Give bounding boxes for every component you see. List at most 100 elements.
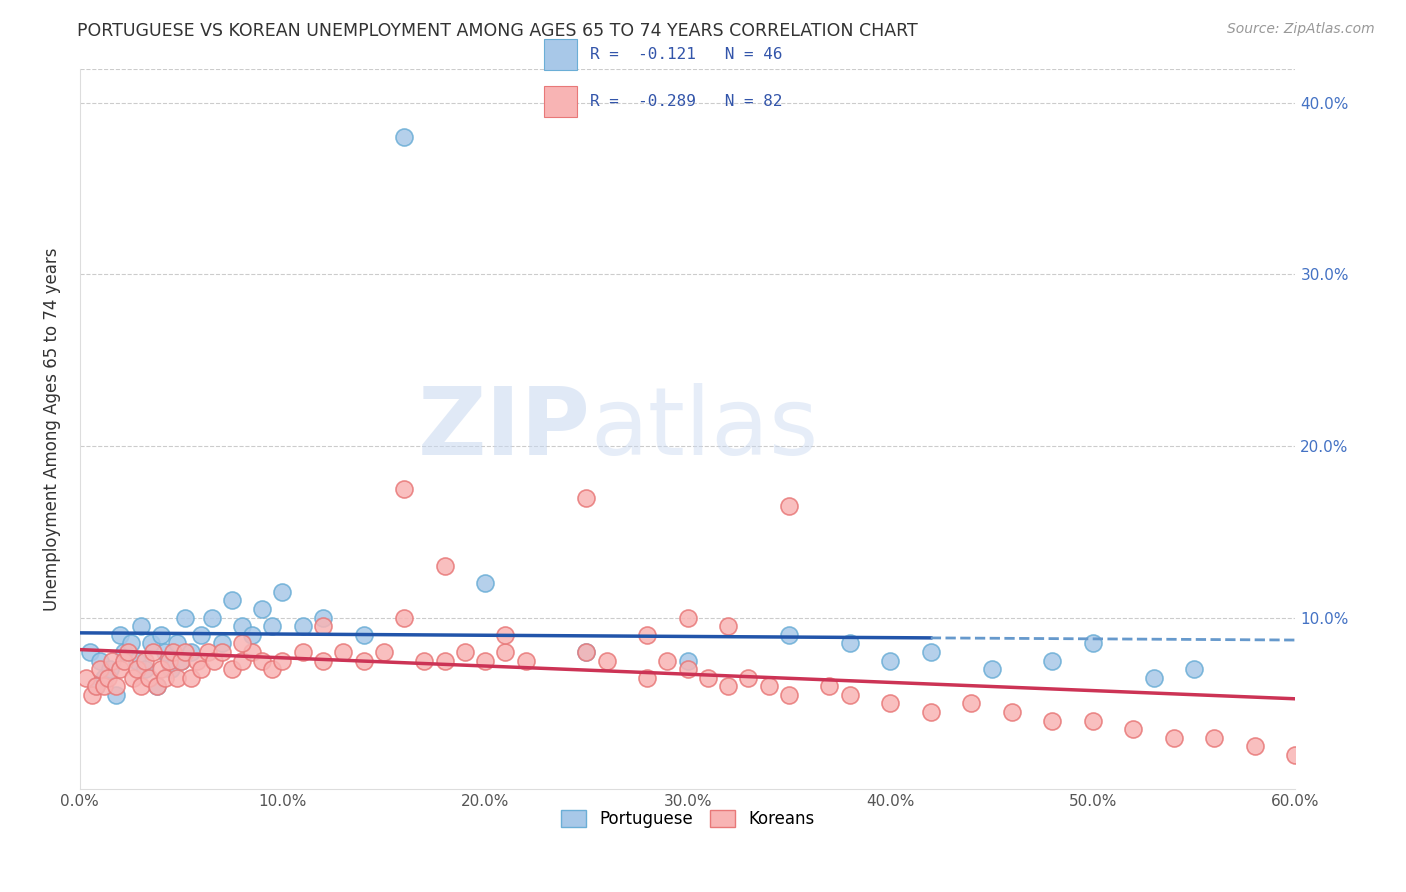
Text: R =  -0.289   N = 82: R = -0.289 N = 82 <box>591 95 783 109</box>
Point <box>114 653 136 667</box>
Point <box>129 679 152 693</box>
Point <box>121 671 143 685</box>
Point <box>312 619 335 633</box>
Point <box>125 662 148 676</box>
Point <box>494 628 516 642</box>
Point <box>114 645 136 659</box>
Point <box>474 576 496 591</box>
Point <box>190 662 212 676</box>
Point <box>454 645 477 659</box>
Point <box>271 585 294 599</box>
Point <box>98 662 121 676</box>
Point <box>84 679 107 693</box>
Point <box>676 653 699 667</box>
Point <box>240 645 263 659</box>
Point <box>717 619 740 633</box>
Point <box>332 645 354 659</box>
Point <box>312 653 335 667</box>
Point <box>240 628 263 642</box>
Point <box>879 653 901 667</box>
Point <box>1040 653 1063 667</box>
Point <box>1284 747 1306 762</box>
Point <box>657 653 679 667</box>
Text: PORTUGUESE VS KOREAN UNEMPLOYMENT AMONG AGES 65 TO 74 YEARS CORRELATION CHART: PORTUGUESE VS KOREAN UNEMPLOYMENT AMONG … <box>77 22 918 40</box>
Point <box>920 705 942 719</box>
Point <box>211 636 233 650</box>
Point <box>595 653 617 667</box>
Point <box>160 662 183 676</box>
Point <box>170 653 193 667</box>
Point <box>717 679 740 693</box>
Bar <box>544 39 578 70</box>
Point <box>149 662 172 676</box>
Point <box>202 653 225 667</box>
Point <box>105 688 128 702</box>
Text: ZIP: ZIP <box>418 383 591 475</box>
Point <box>174 645 197 659</box>
Point <box>1040 714 1063 728</box>
Point <box>186 653 208 667</box>
Point <box>166 636 188 650</box>
Y-axis label: Unemployment Among Ages 65 to 74 years: Unemployment Among Ages 65 to 74 years <box>44 247 60 611</box>
Point <box>291 619 314 633</box>
Point <box>142 645 165 659</box>
Point <box>180 645 202 659</box>
Point <box>80 688 103 702</box>
Point <box>575 645 598 659</box>
Point <box>818 679 841 693</box>
Point <box>838 636 860 650</box>
Point <box>221 593 243 607</box>
Point <box>778 688 800 702</box>
Point <box>93 679 115 693</box>
Point <box>474 653 496 667</box>
Point <box>125 653 148 667</box>
Point <box>149 628 172 642</box>
Legend: Portuguese, Koreans: Portuguese, Koreans <box>554 804 821 835</box>
Point <box>157 653 180 667</box>
Point <box>134 653 156 667</box>
Point <box>221 662 243 676</box>
Point <box>1244 739 1267 754</box>
Point <box>697 671 720 685</box>
Point <box>231 636 253 650</box>
Point <box>980 662 1002 676</box>
Point <box>89 662 111 676</box>
Point <box>162 645 184 659</box>
Point <box>211 645 233 659</box>
Point <box>84 679 107 693</box>
Point <box>153 671 176 685</box>
Point <box>75 671 97 685</box>
Point <box>1081 714 1104 728</box>
Point <box>146 679 169 693</box>
Point <box>737 671 759 685</box>
Point <box>153 645 176 659</box>
Point <box>575 491 598 505</box>
Point <box>676 610 699 624</box>
Point <box>166 671 188 685</box>
Point <box>494 645 516 659</box>
Point <box>838 688 860 702</box>
Point <box>110 628 132 642</box>
Point <box>515 653 537 667</box>
Point <box>758 679 780 693</box>
Point <box>778 499 800 513</box>
Point <box>392 130 415 145</box>
Point <box>174 610 197 624</box>
Point <box>250 653 273 667</box>
Point <box>1001 705 1024 719</box>
Point <box>134 662 156 676</box>
Point <box>170 653 193 667</box>
Point <box>312 610 335 624</box>
Point <box>960 697 983 711</box>
Point <box>879 697 901 711</box>
Point <box>636 628 658 642</box>
Point <box>392 482 415 496</box>
Point <box>262 662 284 676</box>
Point <box>262 619 284 633</box>
Point <box>1204 731 1226 745</box>
Point <box>392 610 415 624</box>
Point <box>291 645 314 659</box>
Point <box>676 662 699 676</box>
Point <box>139 636 162 650</box>
Point <box>1143 671 1166 685</box>
